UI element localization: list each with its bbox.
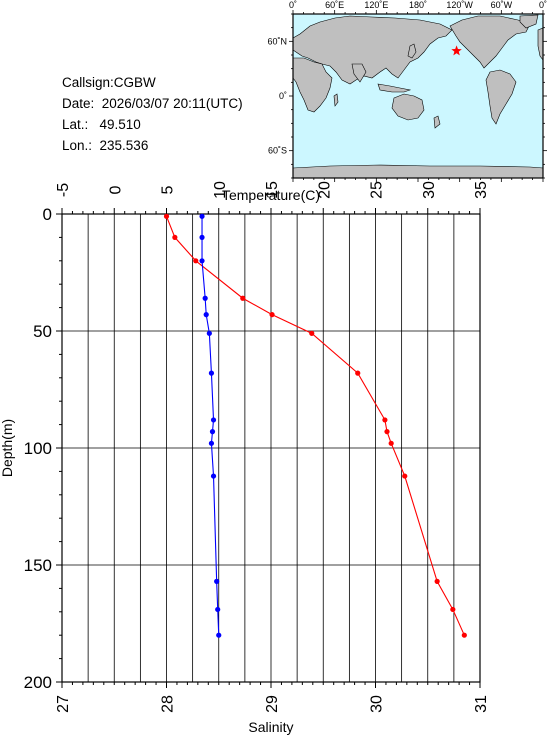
temperature-data-point: [269, 312, 275, 318]
temperature-data-point: [402, 473, 408, 479]
temperature-profile-line: [165, 216, 465, 636]
salinity-data-point: [210, 417, 217, 423]
chart-grid: [61, 213, 481, 683]
map-lat-labels: 60˚N 0˚ 60˚S: [267, 36, 287, 155]
salinity-data-point: [199, 213, 205, 219]
land-japan: [407, 43, 417, 59]
temperature-data-point: [240, 295, 246, 301]
bottom-axis-title: Salinity: [248, 719, 293, 735]
depth-tick-label: 150: [24, 556, 52, 575]
salinity-data-point: [216, 632, 222, 638]
salinity-tick-label: 31: [473, 695, 490, 713]
salinity-data-point: [214, 578, 220, 584]
callsign-label: Callsign:CGBW: [62, 75, 156, 90]
date-label: Date: 2026/03/07 20:11(UTC): [62, 96, 243, 111]
map-lon-label: 120˚W: [446, 0, 473, 10]
land-europe-wrap: [537, 27, 544, 61]
salinity-profile-line: [201, 216, 220, 636]
depth-tick-label: 50: [33, 322, 52, 341]
temperature-data-point: [193, 258, 199, 264]
salinity-data-point: [209, 429, 216, 435]
map-lon-label: 60˚W: [491, 0, 513, 10]
land-indonesia: [377, 83, 412, 93]
salinity-data-point: [208, 440, 215, 446]
salinity-data-point: [208, 370, 215, 376]
depth-tick-label: 0: [43, 205, 52, 224]
world-map: 0˚ 60˚E 120˚E 180˚ 120˚W 60˚W 0˚ 60˚N 0˚ 60˚S: [267, 0, 547, 182]
temperature-data-point: [434, 578, 440, 584]
map-land: [292, 14, 544, 179]
map-lon-label: 120˚E: [364, 0, 388, 10]
salinity-tick-label: 29: [264, 695, 281, 713]
land-africa: [292, 57, 333, 113]
map-lat-label: 0˚: [279, 91, 287, 101]
land-madagascar: [333, 93, 339, 107]
map-lat-label: 60˚N: [267, 36, 287, 46]
salinity-tick-label: 28: [160, 695, 177, 713]
map-ticks: [289, 10, 547, 182]
salinity-data-point: [199, 258, 205, 264]
series-layer: [163, 213, 467, 638]
salinity-tick-label: 30: [369, 695, 386, 713]
salinity-data-point: [199, 234, 205, 240]
land-greenland: [519, 14, 539, 29]
temperature-data-point: [450, 606, 456, 613]
temperature-data-point: [172, 234, 178, 240]
temperature-data-point: [388, 440, 394, 446]
salinity-data-point: [203, 312, 209, 318]
land-antarctica: [292, 164, 544, 179]
salinity-data-point: [202, 295, 208, 301]
temperature-data-point: [461, 632, 467, 638]
map-lon-label: 180˚: [409, 0, 427, 10]
salinity-data-point: [210, 473, 217, 479]
map-lat-label: 60˚S: [268, 146, 287, 156]
land-newzealand: [433, 115, 441, 129]
land-north-america: [449, 15, 531, 69]
latitude-label: Lat.: 49.510: [62, 117, 141, 132]
longitude-label: Lon.: 235.536: [62, 138, 149, 153]
salinity-tick-label: 27: [55, 695, 72, 713]
station-info: Callsign:CGBW Date: 2026/03/07 20:11(UTC…: [62, 72, 243, 156]
map-lon-labels: 0˚ 60˚E 120˚E 180˚ 120˚W 60˚W 0˚: [289, 0, 547, 10]
temperature-data-point: [309, 330, 315, 336]
temperature-data-point: [384, 429, 390, 435]
map-lon-label: 60˚E: [325, 0, 344, 10]
map-lon-label: 0˚: [289, 0, 297, 10]
temperature-data-point: [355, 370, 361, 376]
land-south-america: [485, 69, 517, 125]
salinity-data-point: [206, 330, 212, 336]
salinity-data-point: [215, 606, 221, 613]
plot-frame: [61, 213, 481, 683]
y-axis-title: Depth(m): [0, 419, 15, 477]
land-india: [351, 63, 367, 83]
depth-tick-label: 100: [24, 439, 52, 458]
temperature-data-point: [382, 417, 388, 423]
land-australia: [391, 93, 425, 121]
map-lon-label: 0˚: [539, 0, 547, 10]
temperature-data-point: [163, 213, 170, 219]
depth-tick-label: 200: [24, 673, 52, 692]
star-icon: [451, 45, 462, 56]
